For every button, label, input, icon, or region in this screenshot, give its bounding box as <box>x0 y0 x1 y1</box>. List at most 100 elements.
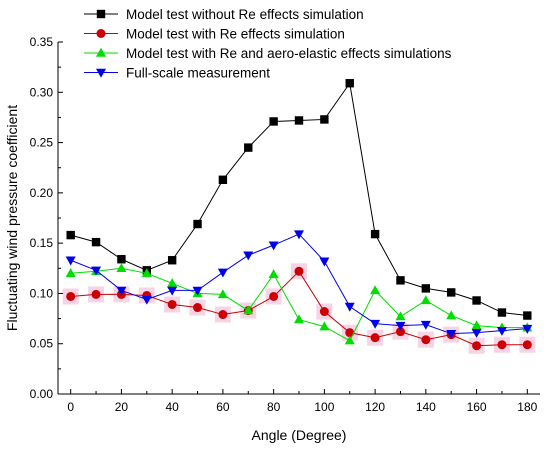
data-point <box>91 289 101 299</box>
data-point <box>395 327 405 337</box>
series-3 <box>65 263 533 345</box>
data-point <box>421 284 431 293</box>
data-point <box>141 295 152 305</box>
data-point <box>370 229 380 239</box>
legend-marker <box>96 68 106 78</box>
data-point <box>420 320 431 330</box>
axes: 0.00 0.05 0.10 0.15 0.20 0.25 0.30 0.35 0 20 40 60… <box>30 35 540 414</box>
data-point <box>446 310 457 320</box>
y-axis-label: Fluctuating wind pressure coefficient <box>4 105 20 331</box>
data-point <box>370 333 380 343</box>
data-point <box>472 341 482 351</box>
data-point <box>370 319 381 329</box>
legend: Model test without Re effects simulation… <box>84 7 452 81</box>
data-point <box>117 255 126 264</box>
data-point <box>471 320 482 330</box>
y-tick-label: 0.00 <box>30 387 54 401</box>
legend-marker <box>96 9 106 19</box>
x-tick-label: 0 <box>67 400 74 414</box>
legend-item: Model test with Re and aero-elastic effe… <box>84 46 452 61</box>
data-point <box>65 268 76 278</box>
data-point <box>167 286 178 296</box>
y-tick-label: 0.05 <box>30 337 54 351</box>
data-point <box>294 266 304 276</box>
y-tick-label: 0.30 <box>30 85 54 99</box>
data-point <box>319 257 330 267</box>
y-tick-label: 0.35 <box>30 35 54 49</box>
data-point <box>192 286 203 296</box>
legend-label: Model test without Re effects simulation <box>126 7 364 22</box>
y-tick-label: 0.15 <box>30 236 54 250</box>
y-tick-label: 0.20 <box>30 186 54 200</box>
series-4 <box>65 230 533 339</box>
data-point <box>243 305 254 315</box>
data-point <box>269 117 278 126</box>
data-point <box>320 115 329 124</box>
x-tick-label: 100 <box>314 400 334 414</box>
x-tick-label: 140 <box>416 400 436 414</box>
data-point <box>395 321 406 331</box>
x-tick-label: 160 <box>467 400 487 414</box>
data-point <box>116 263 127 272</box>
legend-item: Model test without Re effects simulation <box>84 7 364 22</box>
data-point <box>66 230 75 240</box>
data-point <box>345 328 355 338</box>
x-tick-label: 40 <box>165 400 179 414</box>
data-point <box>522 324 533 334</box>
data-point <box>345 79 354 88</box>
data-point <box>447 288 456 297</box>
x-tick-label: 60 <box>216 400 230 414</box>
x-axis-label: Angle (Degree) <box>252 427 347 443</box>
data-point <box>421 335 431 345</box>
legend-label: Model test with Re effects simulation <box>126 27 345 42</box>
data-point <box>269 291 279 301</box>
data-point <box>319 307 329 317</box>
data-point <box>141 268 152 278</box>
data-point <box>396 276 405 285</box>
data-point <box>218 175 228 184</box>
y-tick-label: 0.10 <box>30 286 54 300</box>
data-point <box>446 329 457 339</box>
data-point <box>218 310 228 320</box>
series-layer <box>65 79 533 351</box>
legend-marker <box>96 47 106 57</box>
data-point <box>116 286 127 296</box>
x-tick-label: 180 <box>517 400 537 414</box>
x-tick-label: 20 <box>115 400 129 414</box>
data-point <box>471 328 482 338</box>
legend-marker <box>96 29 106 38</box>
data-point <box>294 116 304 125</box>
data-point <box>167 256 177 265</box>
data-point <box>370 285 381 295</box>
data-point <box>268 269 279 279</box>
data-point <box>522 340 532 350</box>
data-point <box>319 321 330 331</box>
series-2 <box>66 266 532 351</box>
x-tick-label: 80 <box>267 400 281 414</box>
data-point <box>167 278 178 288</box>
data-point <box>395 311 406 321</box>
data-point <box>344 302 355 312</box>
data-point <box>193 303 203 313</box>
data-point <box>91 237 101 247</box>
data-point <box>217 289 228 299</box>
data-point <box>294 314 304 324</box>
x-tick-label: 120 <box>365 400 385 414</box>
series-1 <box>66 79 532 320</box>
y-tick-label: 0.25 <box>30 136 54 150</box>
data-point <box>472 296 481 305</box>
data-point <box>497 308 507 317</box>
data-point <box>268 241 279 251</box>
data-point <box>523 311 532 320</box>
data-point <box>66 291 76 301</box>
data-point <box>420 295 431 305</box>
data-point <box>496 326 507 336</box>
data-point <box>294 230 304 240</box>
data-point <box>193 219 202 229</box>
x-axis-ticks: 0 20 40 60 80 100 120 140 160 180 <box>67 389 538 414</box>
data-point <box>344 335 355 345</box>
data-point <box>497 340 507 350</box>
legend-label: Full-scale measurement <box>126 66 270 81</box>
data-point <box>65 256 76 266</box>
